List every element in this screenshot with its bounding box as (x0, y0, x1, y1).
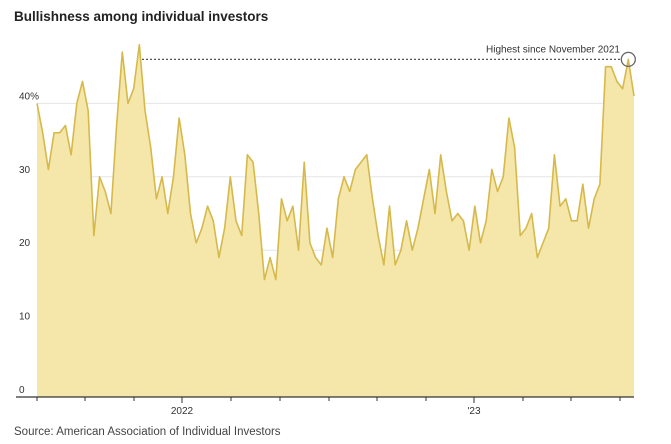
x-tick-label: '23 (467, 406, 480, 417)
x-tick-label: 2022 (171, 406, 194, 417)
annotation-circle (620, 51, 636, 68)
annotation-group: Highest since November 2021 (142, 44, 636, 68)
y-tick-label: 0 (19, 385, 25, 396)
area-fill (37, 44, 634, 398)
annotation-label: Highest since November 2021 (486, 44, 620, 55)
y-tick-label: 10 (19, 312, 31, 323)
axes: 0 10 20 30 40% 2022 '23 (16, 91, 634, 417)
area-series (36, 43, 635, 398)
chart-title: Bullishness among individual investors (14, 9, 269, 24)
series-line (36, 43, 635, 281)
y-tick-label: 30 (19, 165, 31, 176)
y-tick-label: 20 (19, 238, 31, 249)
source-note: Source: American Association of Individu… (14, 426, 281, 438)
y-tick-label: 40% (19, 91, 39, 102)
